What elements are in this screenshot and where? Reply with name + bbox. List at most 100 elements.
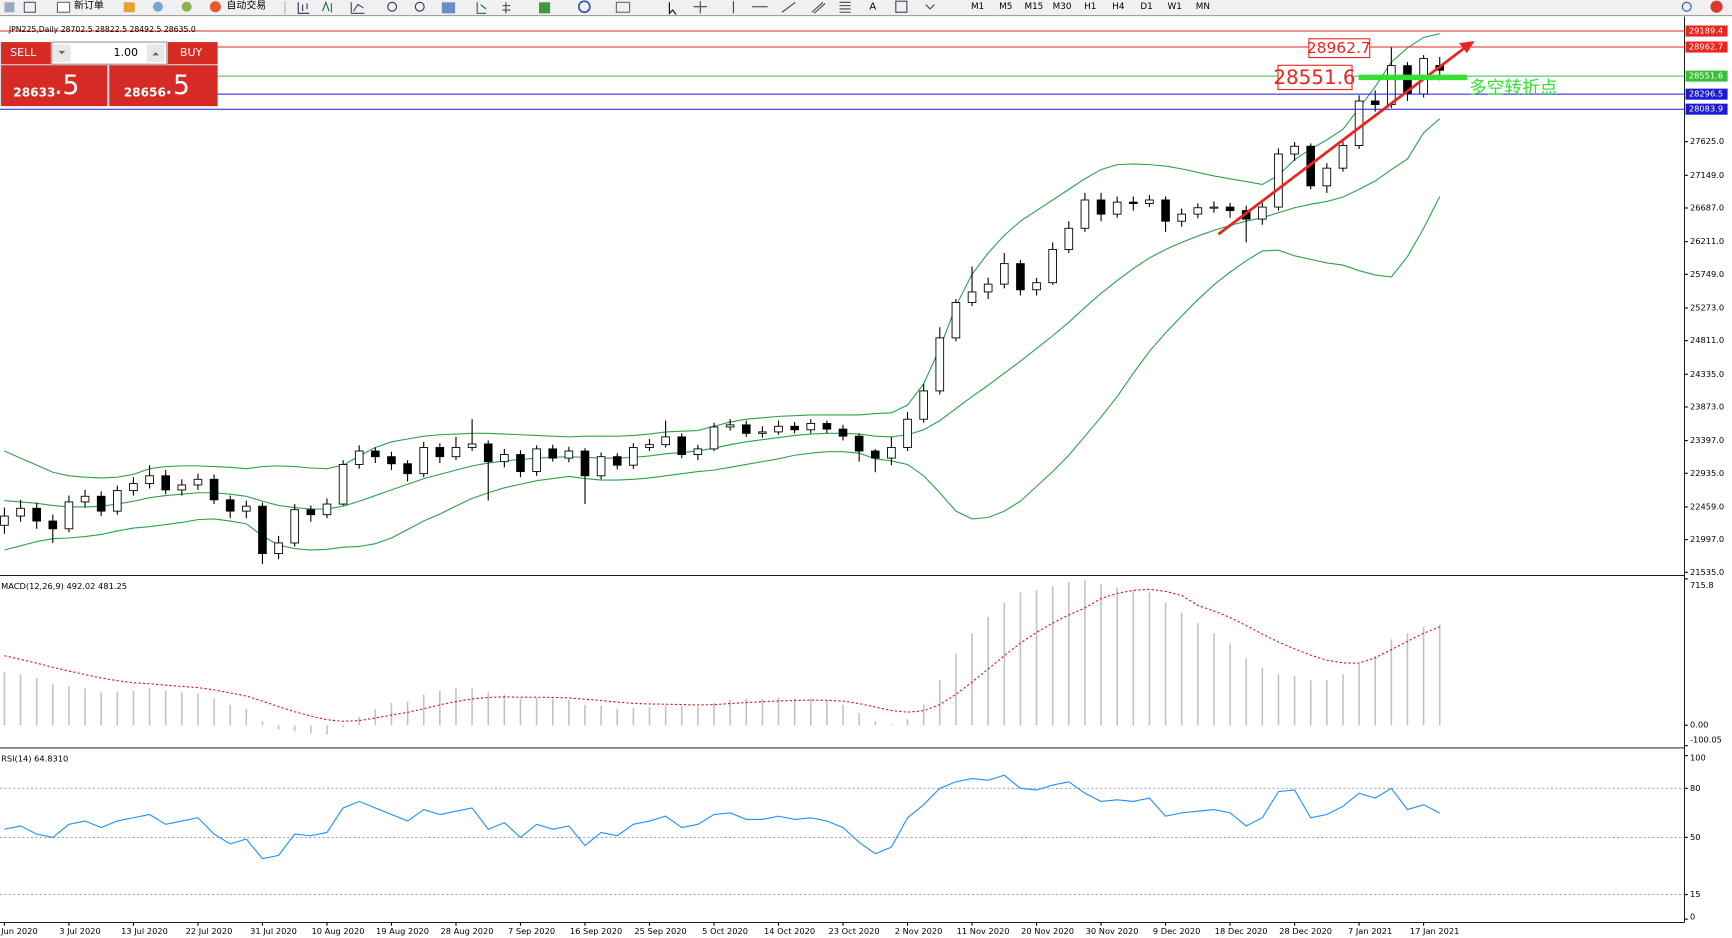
tool-icon[interactable]	[23, 1, 36, 13]
sell-price-box[interactable]	[1, 65, 108, 107]
candle-body	[1209, 206, 1219, 209]
tool-icon[interactable]	[123, 2, 135, 13]
tool-icon[interactable]	[181, 1, 192, 12]
y-tick-label: 27149.0	[1690, 170, 1724, 180]
trendline[interactable]	[781, 1, 796, 13]
price-level-label: 28551.6	[1689, 71, 1723, 81]
sell-label[interactable]: SELL	[10, 46, 37, 59]
lot-down-icon	[58, 50, 66, 55]
text-tool[interactable]: A	[869, 2, 876, 13]
tool-icon[interactable]	[502, 2, 511, 14]
annotation-pivot-price: 28551.6	[1273, 66, 1355, 89]
candle-body	[758, 431, 767, 434]
candle-body	[1064, 227, 1074, 250]
annotation-box	[1308, 38, 1371, 59]
candle-body	[935, 337, 945, 392]
y-tick-label: 21535.0	[1690, 567, 1724, 577]
timeframe[interactable]: MN	[1196, 2, 1210, 12]
x-tick-label: 23 Oct 2020	[829, 926, 880, 936]
candle-body	[870, 450, 880, 459]
notifications[interactable]	[1710, 0, 1723, 13]
new-order[interactable]: 新订单	[74, 0, 104, 12]
periods[interactable]	[577, 0, 591, 14]
plot: 21535.0 21997.0 22459.0 22935.0 23397.0 23873…	[0, 25, 1728, 936]
candle-body	[951, 302, 961, 339]
candle-body	[1080, 199, 1090, 229]
fibo[interactable]	[839, 1, 851, 13]
sell-price-frac[interactable]: .5	[54, 70, 79, 101]
tool-icon[interactable]	[350, 2, 365, 14]
candle-body	[1145, 199, 1154, 204]
auto-trade-icon[interactable]	[209, 1, 221, 13]
candle-body	[322, 503, 332, 516]
candle-body	[1112, 201, 1122, 215]
candle-body	[903, 418, 912, 448]
tool-icon[interactable]	[4, 2, 15, 13]
auto-trade[interactable]: 自动交易	[226, 0, 266, 12]
candle-body	[709, 426, 719, 450]
candle-body	[774, 425, 783, 433]
timeframe[interactable]: M15	[1024, 2, 1043, 12]
lot-box[interactable]	[51, 41, 168, 65]
buy-price-box[interactable]	[109, 65, 218, 107]
arrows-tool[interactable]	[925, 4, 935, 10]
candle-body	[967, 291, 977, 303]
rsi-title: RSI(14) 64.8310	[1, 753, 68, 763]
candle-body	[1096, 199, 1106, 215]
tool-icon[interactable]	[152, 1, 163, 12]
timeframe[interactable]: D1	[1140, 2, 1152, 12]
candle-body	[403, 463, 412, 475]
sell-button[interactable]	[1, 42, 51, 65]
timeframe[interactable]: H1	[1084, 2, 1096, 12]
search[interactable]	[1681, 1, 1692, 12]
lot-value[interactable]: 1.00	[114, 46, 139, 59]
x-tick-label: 13 Jul 2020	[121, 926, 168, 936]
timeframe[interactable]: M30	[1053, 2, 1072, 12]
annotation-pivot-text: 多空转折点	[1469, 77, 1557, 98]
zoom-out[interactable]	[414, 1, 425, 12]
buy-label[interactable]: BUY	[180, 46, 203, 59]
candle-body	[96, 495, 106, 512]
y-tick-label: 0	[1690, 911, 1695, 921]
tool-icon[interactable]	[322, 0, 332, 13]
buy-button[interactable]	[167, 42, 218, 65]
new-order-icon[interactable]	[56, 1, 71, 13]
zoom-in[interactable]	[387, 1, 398, 12]
indicators[interactable]	[539, 2, 551, 14]
chart-background	[0, 16, 1732, 938]
timeframe[interactable]: H4	[1112, 2, 1125, 12]
tool-icon[interactable]	[297, 2, 310, 14]
channel[interactable]	[811, 1, 826, 14]
buy-price-main[interactable]: 28656	[124, 85, 166, 99]
candle-body	[435, 447, 445, 458]
templates[interactable]	[615, 1, 631, 13]
tool-icon[interactable]	[441, 2, 456, 14]
annotation-high: 28962.7	[1307, 39, 1371, 57]
bollinger-middle	[4, 118, 1441, 510]
candle-body	[1129, 201, 1138, 204]
candle-body	[822, 423, 832, 430]
x-tick-label: 7 Jan 2021	[1348, 926, 1392, 936]
x-tick-label: 28 Aug 2020	[441, 926, 494, 936]
timeframe[interactable]: W1	[1168, 2, 1182, 12]
candle-body	[258, 505, 267, 554]
candle-body	[0, 515, 9, 526]
sell-price-main[interactable]: 28633	[13, 85, 55, 99]
y-tick-label: 23873.0	[1690, 401, 1724, 411]
timeframe[interactable]: M1	[971, 2, 984, 12]
label-tool[interactable]	[895, 0, 908, 13]
candle-body	[500, 454, 509, 463]
tool-icon[interactable]	[476, 2, 487, 14]
candle-body	[612, 456, 622, 466]
buy-price-frac[interactable]: .5	[165, 70, 190, 101]
timeframe[interactable]: M5	[999, 2, 1012, 12]
x-tick-label: 28 Dec 2020	[1279, 926, 1332, 936]
x-tick-label: 5 Oct 2020	[702, 926, 748, 936]
candle-body	[1258, 206, 1267, 220]
candle-body	[838, 428, 848, 437]
crosshair[interactable]	[693, 1, 707, 14]
y-tick-label: 100	[1690, 752, 1706, 762]
x-tick-label: 17 Jan 2021	[1410, 926, 1460, 936]
candle-body	[161, 475, 170, 491]
cursor[interactable]	[668, 2, 677, 15]
